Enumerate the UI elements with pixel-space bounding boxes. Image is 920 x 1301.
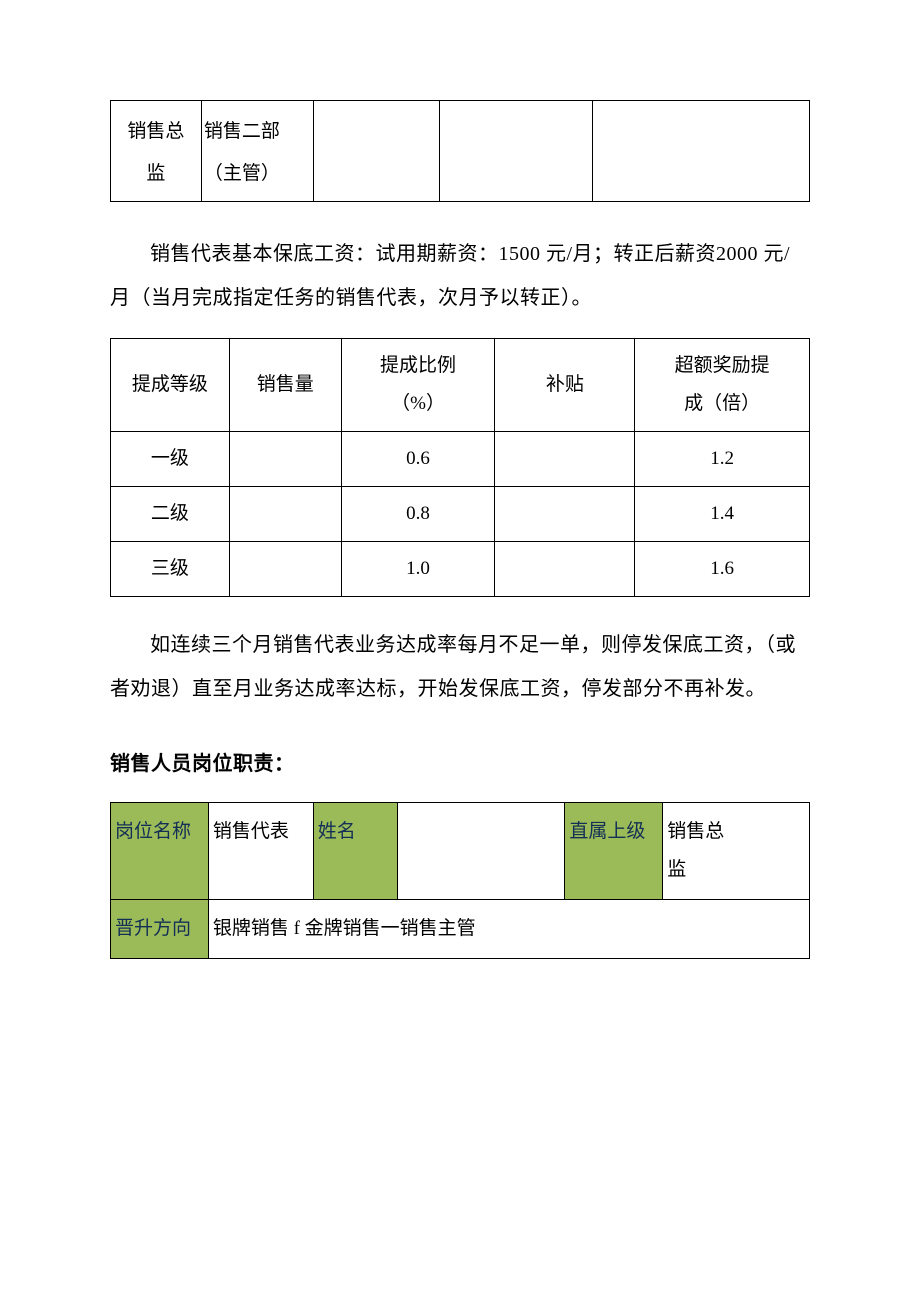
job-duties-heading: 销售人员岗位职责： xyxy=(110,747,810,776)
job-label-promotion: 晋升方向 xyxy=(111,899,209,958)
org-table: 销售总监 销售二部（主管） xyxy=(110,100,810,202)
table-row: 0.8 xyxy=(341,486,495,541)
table-row xyxy=(495,486,635,541)
commission-header-bonus: 超额奖励提成（倍） xyxy=(635,338,810,431)
commission-header-volume: 销售量 xyxy=(229,338,341,431)
org-cell-director: 销售总监 xyxy=(111,101,202,202)
table-row xyxy=(495,541,635,596)
job-value-name xyxy=(397,802,565,899)
job-label-name: 姓名 xyxy=(313,802,397,899)
table-row: 1.2 xyxy=(635,431,810,486)
job-info-table: 岗位名称 销售代表 姓名 直属上级 销售总监 晋升方向 银牌销售 f 金牌销售一… xyxy=(110,802,810,959)
base-salary-paragraph: 销售代表基本保底工资：试用期薪资：1500 元/月；转正后薪资2000 元/月（… xyxy=(110,232,810,320)
org-cell-empty2 xyxy=(439,101,593,202)
table-row: 1.6 xyxy=(635,541,810,596)
table-row: 0.6 xyxy=(341,431,495,486)
table-row xyxy=(229,486,341,541)
table-row: 三级 xyxy=(111,541,230,596)
commission-header-rate: 提成比例（%） xyxy=(341,338,495,431)
table-row xyxy=(229,431,341,486)
job-value-promotion: 银牌销售 f 金牌销售一销售主管 xyxy=(208,899,809,958)
table-row: 一级 xyxy=(111,431,230,486)
table-row: 1.4 xyxy=(635,486,810,541)
table-row xyxy=(229,541,341,596)
commission-table: 提成等级 销售量 提成比例（%） 补贴 超额奖励提成（倍） 一级 0.6 1.2… xyxy=(110,338,810,597)
job-value-position: 销售代表 xyxy=(208,802,313,899)
table-row xyxy=(495,431,635,486)
table-row: 1.0 xyxy=(341,541,495,596)
org-cell-empty3 xyxy=(593,101,810,202)
commission-header-subsidy: 补贴 xyxy=(495,338,635,431)
org-cell-empty1 xyxy=(313,101,439,202)
job-label-supervisor: 直属上级 xyxy=(565,802,663,899)
org-cell-dept2: 销售二部（主管） xyxy=(201,101,313,202)
table-row: 二级 xyxy=(111,486,230,541)
commission-header-level: 提成等级 xyxy=(111,338,230,431)
policy-paragraph: 如连续三个月销售代表业务达成率每月不足一单，则停发保底工资，（或者劝退）直至月业… xyxy=(110,623,810,711)
job-label-position: 岗位名称 xyxy=(111,802,209,899)
job-value-supervisor: 销售总监 xyxy=(663,802,810,899)
